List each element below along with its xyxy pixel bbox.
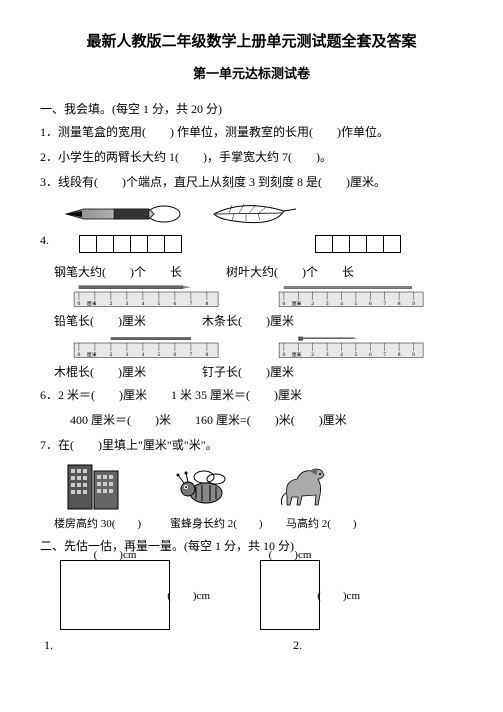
svg-text:5: 5 [158,300,161,306]
svg-text:4: 4 [340,351,343,357]
q7: 7．在( )里填上"厘米"或"米"。 [40,436,463,455]
svg-text:4: 4 [340,300,343,306]
ruler-wood: 0123456789 厘米 [259,284,444,308]
svg-text:3: 3 [326,300,329,306]
svg-text:0: 0 [283,351,286,357]
q5-stick: 木棍长( )厘米 [54,363,146,380]
svg-text:8: 8 [398,351,401,357]
svg-text:7: 7 [190,351,193,357]
q7-horse: 马高约 2( ) [286,515,357,531]
svg-text:5: 5 [355,300,358,306]
horse-icon [272,461,342,511]
svg-text:3: 3 [126,351,129,357]
page-subtitle: 第一单元达标测试卷 [40,63,463,82]
svg-text:4: 4 [142,351,145,357]
svg-text:7: 7 [190,300,193,306]
svg-text:7: 7 [383,351,386,357]
rect2 [260,560,320,630]
svg-text:9: 9 [412,351,415,357]
leaf-icon [204,199,304,229]
svg-text:8: 8 [206,300,209,306]
rect2-right: ( )cm [317,587,360,603]
svg-text:0: 0 [78,351,81,357]
svg-text:5: 5 [158,351,161,357]
building-icon [60,461,130,511]
rect-num-1: 1. [44,638,53,653]
q6a: 6．2 米＝( )厘米 1 米 35 厘米＝( )厘米 [40,386,463,405]
svg-text:5: 5 [355,351,358,357]
svg-text:8: 8 [398,300,401,306]
rect2-top: ( )cm [269,546,312,562]
q4-number: 4. [40,233,49,248]
q7-bee: 蜜蜂身长约 2( ) [170,515,280,531]
svg-text:4: 4 [142,300,145,306]
q5-nail: 钉子长( )厘米 [202,363,294,380]
ruler-pencil: 012345678 厘米 [54,284,239,308]
svg-text:0: 0 [78,300,81,306]
svg-text:3: 3 [326,351,329,357]
q7-building: 楼房高约 30( ) [54,515,164,531]
svg-text:6: 6 [369,351,372,357]
rect1-top: ( )cm [94,546,137,562]
svg-text:7: 7 [383,300,386,306]
svg-text:8: 8 [206,351,209,357]
bee-icon [166,461,236,511]
svg-text:2: 2 [110,351,113,357]
svg-text:6: 6 [174,300,177,306]
rect1-right: ( )cm [167,587,210,603]
q5-pencil: 铅笔长( )厘米 [54,312,146,329]
boxes-left [79,235,181,253]
rect-num-2: 2. [293,638,302,653]
svg-text:2: 2 [110,300,113,306]
q2: 2．小学生的两臂长大约 1( )，手掌宽大约 7( )。 [40,148,463,167]
pen-icon [54,199,184,229]
svg-text:2: 2 [311,351,314,357]
svg-text:9: 9 [412,300,415,306]
rect1 [60,560,170,630]
q5-wood: 木条长( )厘米 [202,312,294,329]
svg-text:3: 3 [126,300,129,306]
page-title: 最新人教版二年级数学上册单元测试题全套及答案 [40,30,463,51]
svg-text:2: 2 [311,300,314,306]
q1: 1．测量笔盒的宽用( ) 作单位，测量教室的长用( )作单位。 [40,123,463,142]
ruler-nail: 0123456789 厘米 [259,335,444,359]
section1-header: 一、我会填。(每空 1 分，共 20 分) [40,100,463,117]
q4-pen-label: 钢笔大约( )个 长 [54,263,182,280]
boxes-right [315,235,400,253]
svg-text:0: 0 [283,300,286,306]
q4-leaf-label: 树叶大约( )个 长 [226,263,354,280]
q3: 3．线段有( )个端点，直尺上从刻度 3 到刻度 8 是( )厘米。 [40,173,463,192]
ruler-stick: 012345678 厘米 [54,335,239,359]
q6b: 400 厘米＝( )米 160 厘米=( )米( )厘米 [46,411,463,430]
svg-text:6: 6 [174,351,177,357]
svg-text:6: 6 [369,300,372,306]
